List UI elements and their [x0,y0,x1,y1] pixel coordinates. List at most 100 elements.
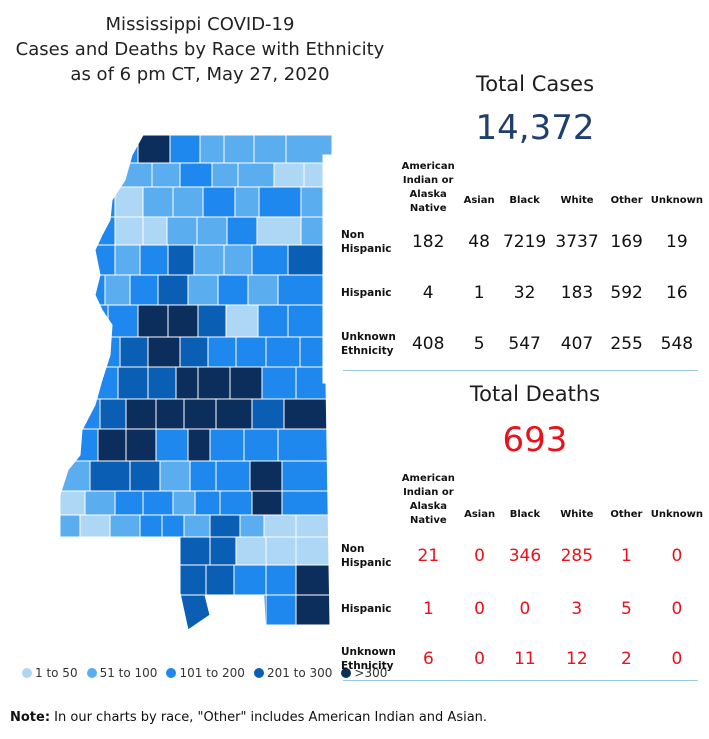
cases-total: 14,372 [475,108,595,148]
county-shape [91,336,121,368]
county-shape [265,536,297,566]
county-shape [207,336,237,368]
county-shape [215,460,251,492]
county-shape [197,366,231,400]
state-outline [59,134,333,631]
county-shape [125,428,157,462]
legend-item: 201 to 300 [253,666,333,680]
county-shape [99,398,127,430]
row-label: Unknown Ethnicity [341,331,396,357]
county-shape [147,336,181,368]
table-cell: 0 [671,546,683,566]
county-shape [257,304,289,338]
table-cell: 0 [519,599,531,619]
row-label: Hispanic [341,287,392,299]
county-shape [295,536,332,566]
county-shape [223,135,255,164]
county-shape [265,336,301,368]
county-shape [261,366,297,400]
table-cell: 183 [560,283,594,303]
mississippi-county-map [59,134,333,631]
county-shape [60,460,91,492]
section-divider [343,680,698,681]
county-shape [189,460,217,492]
column-header: Black [509,509,541,520]
legend-swatch-icon [22,668,32,678]
column-header: American Indian or Alaska Native [401,161,455,214]
table-cell: 0 [474,649,485,669]
column-header: Unknown [650,195,703,206]
legend-item: 101 to 200 [166,666,245,680]
deaths-header-row: American Indian or Alaska Native Asian B… [341,472,703,528]
county-shape [142,216,168,246]
section-divider [343,370,698,371]
county-shape [99,135,139,164]
county-shape [183,398,217,430]
note-text: In our charts by race, "Other" includes … [50,710,488,725]
county-shape [60,398,101,430]
county-shape [237,162,275,188]
county-shape [247,274,279,306]
table-row: Unknown Ethnicity 408 5 547 407 255 548 [341,318,703,370]
county-shape [179,162,213,188]
county-shape [285,135,332,164]
table-cell: 547 [508,334,541,354]
legend-swatch-icon [166,668,177,678]
chart-title: Mississippi COVID-19 Cases and Deaths by… [0,12,400,87]
table-cell: 548 [660,334,694,354]
county-shape [295,564,332,596]
table-cell: 5 [473,334,485,354]
table-row: Unknown Ethnicity 6 0 11 12 2 0 [341,634,703,684]
county-shape [137,304,169,338]
county-shape [179,564,207,596]
county-shape [169,135,201,164]
title-line-2: Cases and Deaths by Race with Ethnicity [15,39,385,60]
row-label: Non Hispanic [341,229,392,255]
county-shape [119,336,149,368]
column-header: Other [610,195,643,206]
table-cell: 169 [610,232,643,252]
county-shape [117,366,149,400]
county-shape [172,186,204,218]
county-shape [209,536,237,566]
table-cell: 0 [671,599,683,619]
county-shape [104,274,131,306]
table-cell: 1 [473,283,485,303]
table-cell: 4 [422,283,434,303]
county-shape [166,216,198,246]
table-row: Hispanic 4 1 32 183 592 16 [341,268,703,318]
table-cell: 0 [474,599,485,619]
county-shape [167,304,199,338]
county-shape [60,490,86,516]
table-row: Non Hispanic 182 48 7219 3737 169 19 [341,216,703,268]
county-shape [229,366,263,400]
legend-label: 51 to 100 [99,666,158,680]
county-shape [183,514,211,538]
county-shape [263,514,297,538]
column-header: Other [610,509,643,520]
county-shape [114,490,144,516]
county-shape [159,460,191,492]
county-shape [89,366,119,400]
county-shape [199,135,225,164]
county-shape [265,564,297,596]
county-shape [251,490,283,516]
county-shape [114,186,144,218]
legend-label: 201 to 300 [266,666,333,680]
county-shape [155,398,185,430]
county-shape [287,244,332,276]
county-shape [209,514,241,538]
county-shape [239,514,265,538]
table-cell: 182 [411,232,445,252]
county-shape [256,216,302,246]
table-cell: 346 [508,546,542,566]
table-cell: 1 [620,546,632,566]
table-row: Hispanic 1 0 0 3 5 0 [341,584,703,634]
legend-label: >300 [354,666,388,680]
county-shape [243,428,279,462]
legend-item: 1 to 50 [22,666,78,680]
county-shape [175,366,199,400]
county-shape [79,514,111,538]
legend-swatch-icon [86,668,97,678]
table-cell: 255 [610,334,643,354]
